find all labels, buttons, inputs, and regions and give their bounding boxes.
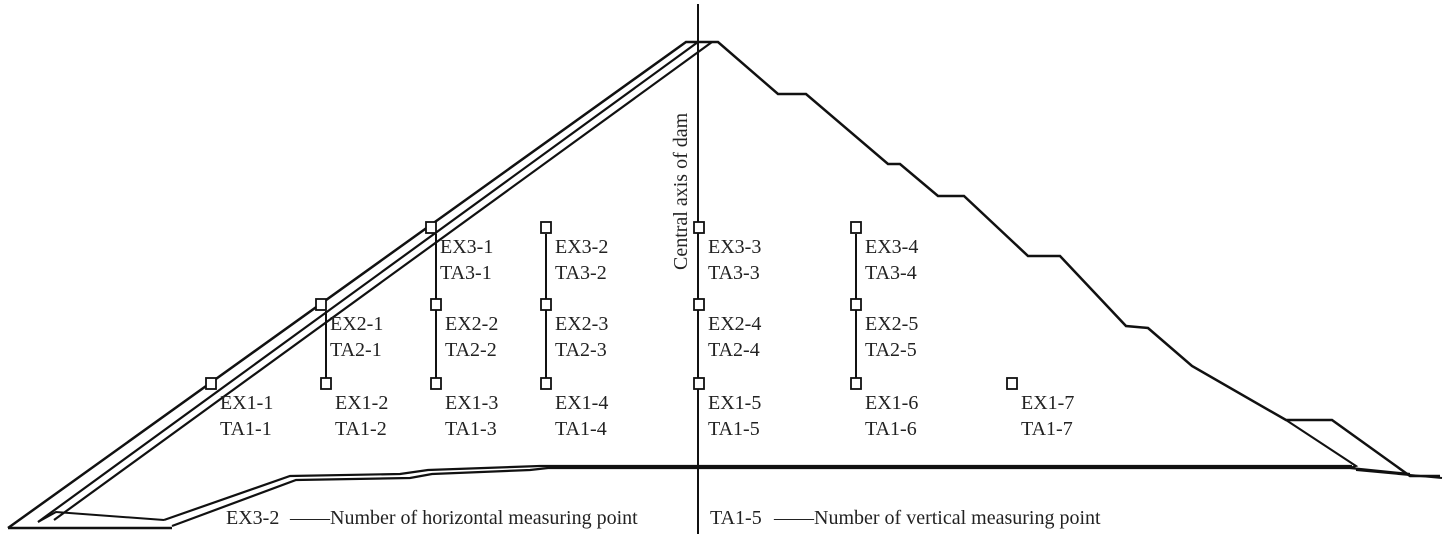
- vertical-point-label: TA1-3: [445, 418, 497, 440]
- horizontal-point-label: EX1-7: [1021, 392, 1074, 414]
- horizontal-point-label: EX1-1: [220, 392, 273, 414]
- horizontal-point-label: EX3-2: [555, 236, 608, 258]
- vertical-point-label: TA3-1: [440, 262, 492, 284]
- measuring-point-ex1-3: EX1-3 TA1-3: [430, 377, 498, 440]
- horizontal-point-label: EX2-3: [555, 313, 608, 335]
- measuring-point-ex3-3: EX3-3 TA3-3: [693, 221, 761, 284]
- point-marker: [430, 298, 442, 311]
- measuring-point-ex1-5: EX1-5 TA1-5: [693, 377, 761, 440]
- horizontal-point-label: EX1-5: [708, 392, 761, 414]
- vertical-point-label: TA1-4: [555, 418, 607, 440]
- vertical-point-label: TA2-4: [708, 339, 760, 361]
- measuring-point-ex1-4: EX1-4 TA1-4: [540, 377, 608, 440]
- horizontal-point-label: EX1-4: [555, 392, 608, 414]
- horizontal-point-label: EX1-3: [445, 392, 498, 414]
- vertical-point-label: TA1-5: [708, 418, 760, 440]
- measuring-point-ex3-2: EX3-2 TA3-2: [540, 221, 608, 284]
- vertical-point-label: TA2-5: [865, 339, 917, 361]
- measuring-point-ex2-3: EX2-3 TA2-3: [540, 298, 608, 361]
- upstream-face-inner: [37, 41, 699, 523]
- vertical-point-label: TA2-1: [330, 339, 382, 361]
- horizontal-point-label: EX2-5: [865, 313, 918, 335]
- horizontal-point-label: EX1-6: [865, 392, 918, 414]
- point-marker: [315, 298, 327, 311]
- legend-horizontal-code: EX3-2: [226, 507, 279, 529]
- measuring-point-ex1-2: EX1-2 TA1-2: [320, 377, 388, 440]
- point-marker: [430, 377, 442, 390]
- point-marker: [205, 377, 217, 390]
- point-marker: [693, 377, 705, 390]
- vertical-point-label: TA3-4: [865, 262, 917, 284]
- measuring-point-ex1-7: EX1-7 TA1-7: [1006, 377, 1074, 440]
- point-marker: [1006, 377, 1018, 390]
- legend-horizontal-text: ——Number of horizontal measuring point: [289, 507, 638, 529]
- horizontal-point-label: EX2-1: [330, 313, 383, 335]
- vertical-point-label: TA2-3: [555, 339, 607, 361]
- point-marker: [540, 377, 552, 390]
- point-marker: [693, 221, 705, 234]
- foundation-line-upper: [163, 464, 1352, 522]
- measuring-points: EX1-1 TA1-1 EX1-2 TA1-2 EX1-3 TA1-3 EX1-4 TA1-4…: [205, 221, 1074, 440]
- vertical-point-label: TA3-2: [555, 262, 607, 284]
- vertical-point-label: TA1-7: [1021, 418, 1073, 440]
- measuring-point-ex2-4: EX2-4 TA2-4: [693, 298, 761, 361]
- legend-vertical-code: TA1-5: [710, 507, 762, 529]
- vertical-point-label: TA3-3: [708, 262, 760, 284]
- measuring-point-ex1-1: EX1-1 TA1-1: [205, 377, 273, 440]
- measuring-point-ex2-2: EX2-2 TA2-2: [430, 298, 498, 361]
- downstream-base: [1355, 469, 1443, 479]
- measuring-point-ex1-6: EX1-6 TA1-6: [850, 377, 918, 440]
- measuring-point-ex2-1: EX2-1 TA2-1: [315, 298, 383, 361]
- point-marker: [425, 221, 437, 234]
- vertical-point-label: TA1-2: [335, 418, 387, 440]
- downstream-toe-block: [1285, 419, 1359, 469]
- measuring-point-ex3-1: EX3-1 TA3-1: [425, 221, 493, 284]
- upstream-face-middle: [53, 41, 713, 521]
- vertical-point-label: TA1-1: [220, 418, 272, 440]
- legend-vertical-text: ——Number of vertical measuring point: [773, 507, 1101, 529]
- point-marker: [850, 298, 862, 311]
- horizontal-point-label: EX3-1: [440, 236, 493, 258]
- horizontal-point-label: EX3-4: [865, 236, 918, 258]
- point-marker: [850, 377, 862, 390]
- point-marker: [320, 377, 332, 390]
- measuring-point-ex3-4: EX3-4 TA3-4: [850, 221, 918, 284]
- point-marker: [540, 221, 552, 234]
- point-marker: [693, 298, 705, 311]
- point-marker: [540, 298, 552, 311]
- upstream-toe-inner: [37, 510, 165, 523]
- horizontal-point-label: EX2-4: [708, 313, 761, 335]
- horizontal-point-label: EX1-2: [335, 392, 388, 414]
- measuring-point-ex2-5: EX2-5 TA2-5: [850, 298, 918, 361]
- horizontal-point-label: EX2-2: [445, 313, 498, 335]
- point-marker: [850, 221, 862, 234]
- horizontal-point-label: EX3-3: [708, 236, 761, 258]
- axis-label: Central axis of dam: [670, 112, 692, 270]
- vertical-point-label: TA1-6: [865, 418, 917, 440]
- vertical-point-label: TA2-2: [445, 339, 497, 361]
- foundation-line: [171, 466, 1411, 528]
- dam-outline: [7, 40, 1440, 530]
